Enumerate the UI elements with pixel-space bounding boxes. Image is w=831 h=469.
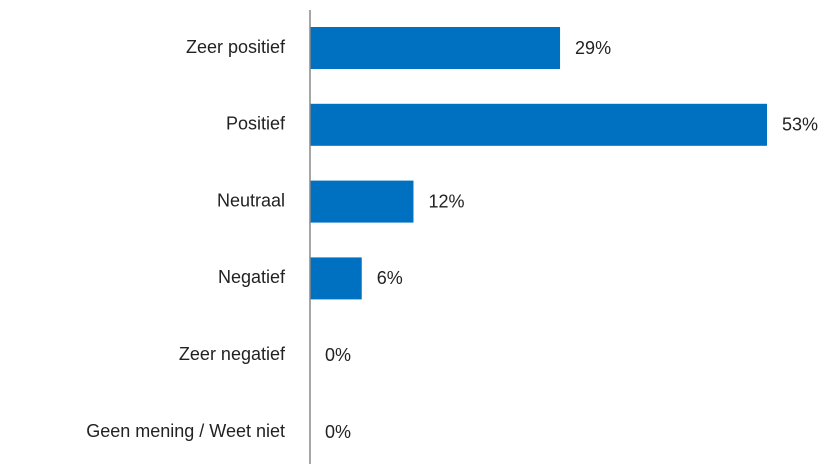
category-label: Positief [226, 114, 286, 134]
category-label: Negatief [218, 267, 286, 287]
value-label: 6% [377, 268, 403, 288]
value-label: 0% [325, 345, 351, 365]
category-label: Zeer negatief [179, 344, 286, 364]
bar [310, 27, 561, 69]
bar [310, 103, 767, 146]
category-label: Neutraal [217, 190, 285, 210]
category-label: Geen mening / Weet niet [86, 421, 285, 441]
bar [310, 257, 362, 300]
category-label: Zeer positief [186, 37, 286, 57]
value-label: 12% [428, 191, 464, 211]
bar [310, 180, 414, 223]
value-label: 0% [325, 422, 351, 442]
value-label: 29% [575, 38, 611, 58]
value-label: 53% [782, 115, 818, 135]
